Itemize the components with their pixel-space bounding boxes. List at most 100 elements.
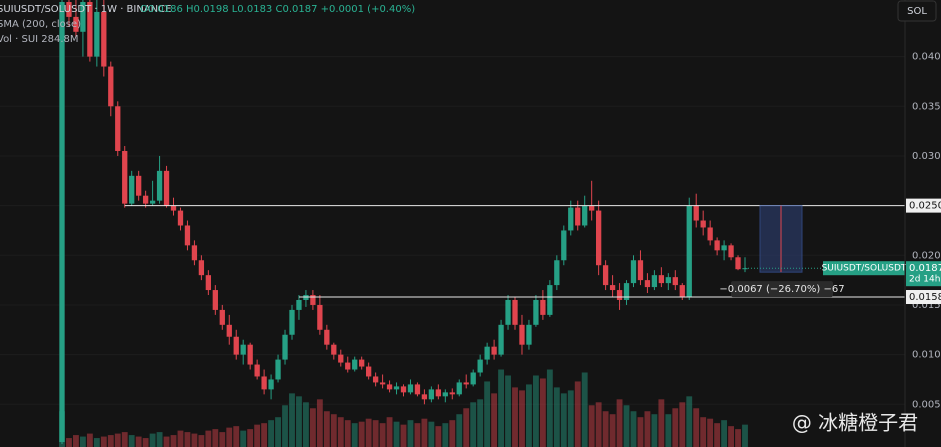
volume-bar xyxy=(623,405,630,447)
volume-bar xyxy=(198,435,205,447)
candle-body xyxy=(80,1,86,32)
candle-body xyxy=(735,257,741,270)
candle-body xyxy=(101,11,107,67)
volume-bar xyxy=(553,387,560,447)
candle-body xyxy=(526,324,532,345)
price-name: SUIUSDT/SOLUSDT xyxy=(822,264,907,274)
volume-bar xyxy=(581,372,588,447)
candle-body xyxy=(595,210,602,266)
candle-body xyxy=(352,359,358,370)
candle-body xyxy=(136,175,142,196)
candle-body xyxy=(338,354,344,363)
candle-body xyxy=(73,16,79,32)
volume-bar xyxy=(539,378,546,447)
candle-body xyxy=(435,389,441,397)
candle-body xyxy=(400,386,407,393)
volume-bar xyxy=(595,402,602,447)
volume-bar xyxy=(379,423,386,447)
candle-body xyxy=(582,205,588,226)
candle-body xyxy=(170,205,177,211)
candle-body xyxy=(317,304,323,330)
candle-body xyxy=(449,392,455,395)
candle-body xyxy=(686,205,692,298)
candle-body xyxy=(721,245,727,251)
candle-body xyxy=(505,299,511,325)
volume-bar xyxy=(449,420,456,447)
candle-body xyxy=(310,295,316,305)
price-name-box xyxy=(823,261,905,276)
axis-unit[interactable]: SOL xyxy=(907,6,927,17)
volume-bar xyxy=(107,435,114,447)
volume-bar xyxy=(121,432,128,447)
volume-bar xyxy=(135,436,142,447)
measure-label: −0.0067 (−26.70%) −67 xyxy=(719,284,844,295)
candle-body xyxy=(630,260,637,284)
volume-bar xyxy=(470,402,477,447)
volume-bar xyxy=(156,432,163,447)
candle-body xyxy=(296,299,302,310)
volume-bar xyxy=(637,417,644,447)
candle-body xyxy=(268,379,274,390)
volume-bar xyxy=(393,421,400,447)
volume-bar xyxy=(707,418,714,447)
overlays: −0.0067 (−26.70%) −67 SUIUSDT/SOLUSDT xyxy=(124,205,907,298)
candle-body xyxy=(644,280,651,288)
candle-body xyxy=(108,66,114,107)
candle-body xyxy=(602,265,609,286)
volume-bar xyxy=(296,396,302,447)
candle-body xyxy=(163,170,170,206)
candle-body xyxy=(679,285,685,298)
volume-bar xyxy=(714,423,721,447)
volume-bar xyxy=(498,369,504,447)
candle-body xyxy=(421,394,428,400)
candle-body xyxy=(456,382,462,395)
volume-bar xyxy=(414,423,421,447)
candle-body xyxy=(212,290,218,310)
legend-sma: SMA (200, close) xyxy=(0,19,81,30)
candle-body xyxy=(568,207,574,231)
candle-body xyxy=(707,227,713,241)
candle-body xyxy=(345,362,351,370)
volume-bar xyxy=(261,423,268,447)
volume-bar xyxy=(212,429,219,447)
candle-body xyxy=(149,200,156,204)
candle-body xyxy=(554,260,560,286)
price-value-box xyxy=(906,261,941,287)
volume-bar xyxy=(428,421,435,447)
candle-body xyxy=(240,344,246,355)
volume-bar xyxy=(526,384,532,447)
candle-body xyxy=(637,260,644,281)
candle-body xyxy=(442,392,448,397)
volume-bar xyxy=(651,414,658,447)
measure-label-box xyxy=(731,281,833,298)
volume-bar xyxy=(268,420,275,447)
unit-box[interactable] xyxy=(897,0,937,22)
candle-body xyxy=(428,389,435,400)
volume-bar xyxy=(86,433,93,447)
volume-bar xyxy=(728,426,734,447)
volume-bar xyxy=(114,433,121,447)
candle-body xyxy=(616,290,623,300)
volume-bar xyxy=(184,432,191,447)
candles xyxy=(59,0,748,445)
volume-bar xyxy=(275,417,281,447)
volume-bar xyxy=(630,411,637,447)
candle-body xyxy=(407,384,414,393)
candle-body xyxy=(414,384,421,395)
candle-body xyxy=(561,230,567,261)
candle-body xyxy=(386,384,393,390)
volume-bar xyxy=(358,421,365,447)
candle-body xyxy=(665,277,671,284)
volume-bar xyxy=(574,381,581,447)
volume-bar xyxy=(233,426,240,447)
candle-body xyxy=(129,175,135,204)
candle-body xyxy=(658,275,665,284)
volume-bar xyxy=(73,435,79,447)
volume-bar xyxy=(644,411,651,447)
volume-bar xyxy=(240,430,247,447)
volume-bar xyxy=(484,381,491,447)
candle-body xyxy=(226,324,232,337)
volume-bar xyxy=(679,402,686,447)
